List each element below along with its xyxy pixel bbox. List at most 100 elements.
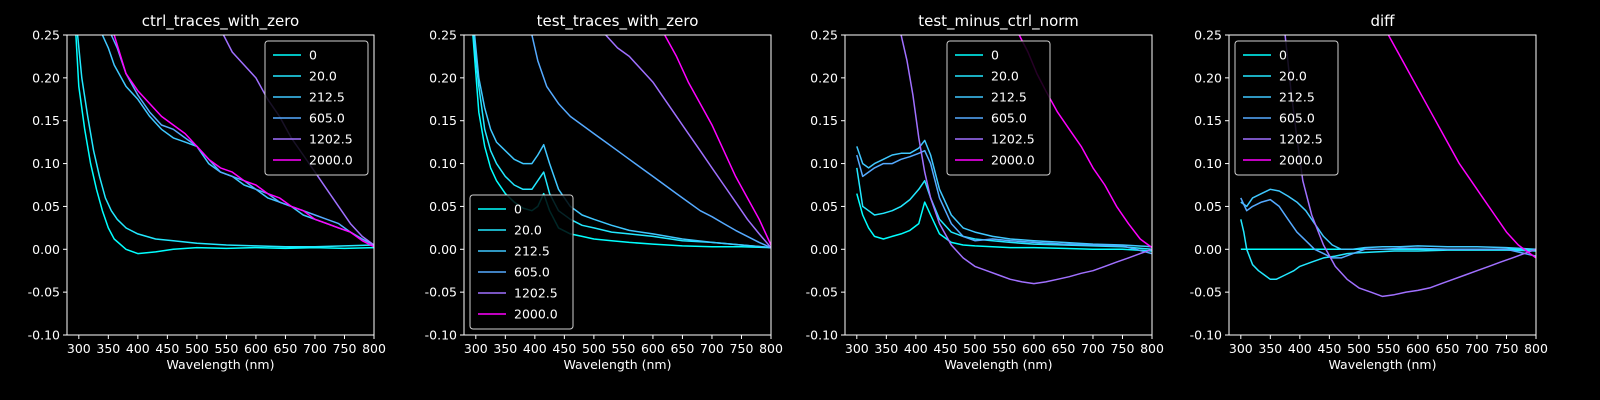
y-tick-label: 0.00 [810, 242, 838, 257]
chart-panel-3: 300 350 400 450 500 550 600 650 700 750 800 -0.10 -0… [1190, 12, 1548, 372]
x-tick-label: 300 [464, 341, 488, 356]
legend-label: 605.0 [991, 111, 1027, 126]
series-line-3 [856, 149, 1152, 255]
y-tick-label: 0.10 [810, 156, 838, 171]
legend-label: 0 [514, 202, 522, 217]
y-tick-label: 0.25 [429, 28, 457, 43]
x-tick-label: 800 [1524, 341, 1548, 356]
y-tick-label: 0.20 [810, 70, 838, 85]
x-axis-label: Wavelength (nm) [167, 357, 275, 372]
legend-box [469, 194, 574, 330]
x-tick-label: 700 [1465, 341, 1489, 356]
series-line-4 [900, 35, 1152, 285]
y-tick-label: 0.20 [32, 70, 60, 85]
legend-label: 212.5 [514, 244, 550, 259]
x-tick-label: 700 [303, 341, 327, 356]
legend-label: 1202.5 [309, 132, 353, 147]
x-tick-label: 350 [493, 341, 517, 356]
series-line-3 [110, 35, 374, 246]
x-tick-label: 650 [671, 341, 695, 356]
x-tick-label: 550 [1376, 341, 1400, 356]
x-tick-label: 700 [700, 341, 724, 356]
x-tick-label: 750 [1111, 341, 1135, 356]
x-tick-label: 450 [552, 341, 576, 356]
legend-label: 20.0 [514, 223, 542, 238]
legend-box [264, 40, 369, 176]
y-tick-label: -0.10 [806, 328, 838, 343]
x-tick-label: 550 [992, 341, 1016, 356]
y-tick-label: 0.00 [429, 242, 457, 257]
y-tick-label: -0.05 [28, 285, 60, 300]
legend-label: 212.5 [309, 90, 345, 105]
legend: 0 20.0 212.5 605.0 1202.5 2000.0 [264, 40, 369, 176]
series-line-1 [76, 35, 374, 248]
x-tick-label: 550 [214, 341, 238, 356]
x-tick-label: 550 [611, 341, 635, 356]
y-tick-label: 0.25 [810, 28, 838, 43]
chart-title: diff [1370, 12, 1395, 30]
legend-label: 20.0 [991, 69, 1019, 84]
series-line-2 [1240, 188, 1536, 251]
x-axis-label: Wavelength (nm) [945, 357, 1053, 372]
x-tick-label: 350 [874, 341, 898, 356]
legend-label: 1202.5 [514, 286, 558, 301]
y-tick-label: 0.00 [1194, 242, 1222, 257]
x-tick-label: 350 [1258, 341, 1282, 356]
legend-label: 605.0 [514, 265, 550, 280]
x-tick-label: 500 [582, 341, 606, 356]
x-tick-label: 400 [126, 341, 150, 356]
y-tick-label: 0.00 [32, 242, 60, 257]
series-line-4 [605, 35, 771, 249]
y-tick-label: -0.10 [1190, 328, 1222, 343]
legend-label: 2000.0 [991, 153, 1035, 168]
series-line-5 [1387, 35, 1536, 259]
x-tick-label: 500 [185, 341, 209, 356]
legend-label: 605.0 [1279, 111, 1315, 126]
y-tick-label: 0.20 [429, 70, 457, 85]
x-axis-label: Wavelength (nm) [1329, 357, 1437, 372]
legend-label: 212.5 [1279, 90, 1315, 105]
series-line-0 [856, 193, 1152, 252]
y-tick-label: 0.20 [1194, 70, 1222, 85]
legend: 0 20.0 212.5 605.0 1202.5 2000.0 [946, 40, 1051, 176]
series-line-1 [856, 167, 1152, 251]
series-line-0 [75, 35, 374, 255]
x-tick-label: 400 [1288, 341, 1312, 356]
x-tick-label: 500 [963, 341, 987, 356]
legend-label: 0 [1279, 48, 1287, 63]
y-tick-label: 0.05 [810, 199, 838, 214]
chart-title: ctrl_traces_with_zero [142, 12, 299, 31]
chart-title: test_traces_with_zero [537, 12, 699, 31]
chart-panel-2: 300 350 400 450 500 550 600 650 700 750 800 -0.10 -0… [806, 12, 1164, 372]
legend: 0 20.0 212.5 605.0 1202.5 2000.0 [1234, 40, 1339, 176]
series-line-4 [1284, 35, 1536, 298]
y-tick-label: -0.05 [806, 285, 838, 300]
x-tick-label: 500 [1347, 341, 1371, 356]
series-group [856, 35, 1152, 285]
axes-frame [463, 34, 772, 336]
y-tick-label: 0.25 [1194, 28, 1222, 43]
series-line-5 [113, 35, 374, 248]
x-tick-label: 650 [274, 341, 298, 356]
y-tick-label: 0.10 [429, 156, 457, 171]
y-tick-label: 0.05 [1194, 199, 1222, 214]
x-tick-label: 700 [1081, 341, 1105, 356]
y-tick-label: 0.15 [32, 113, 60, 128]
axes-frame [66, 34, 375, 336]
chart-title: test_minus_ctrl_norm [918, 12, 1079, 31]
x-tick-label: 600 [1406, 341, 1430, 356]
x-tick-label: 450 [155, 341, 179, 356]
x-tick-label: 450 [1317, 341, 1341, 356]
y-tick-label: 0.05 [32, 199, 60, 214]
y-tick-label: 0.15 [429, 113, 457, 128]
x-tick-label: 750 [1495, 341, 1519, 356]
x-tick-label: 600 [1022, 341, 1046, 356]
legend: 0 20.0 212.5 605.0 1202.5 2000.0 [469, 194, 574, 330]
x-tick-label: 300 [845, 341, 869, 356]
series-group [472, 35, 771, 249]
legend-box [946, 40, 1051, 176]
y-tick-label: -0.10 [425, 328, 457, 343]
series-line-1 [472, 35, 771, 249]
y-tick-label: 0.15 [810, 113, 838, 128]
